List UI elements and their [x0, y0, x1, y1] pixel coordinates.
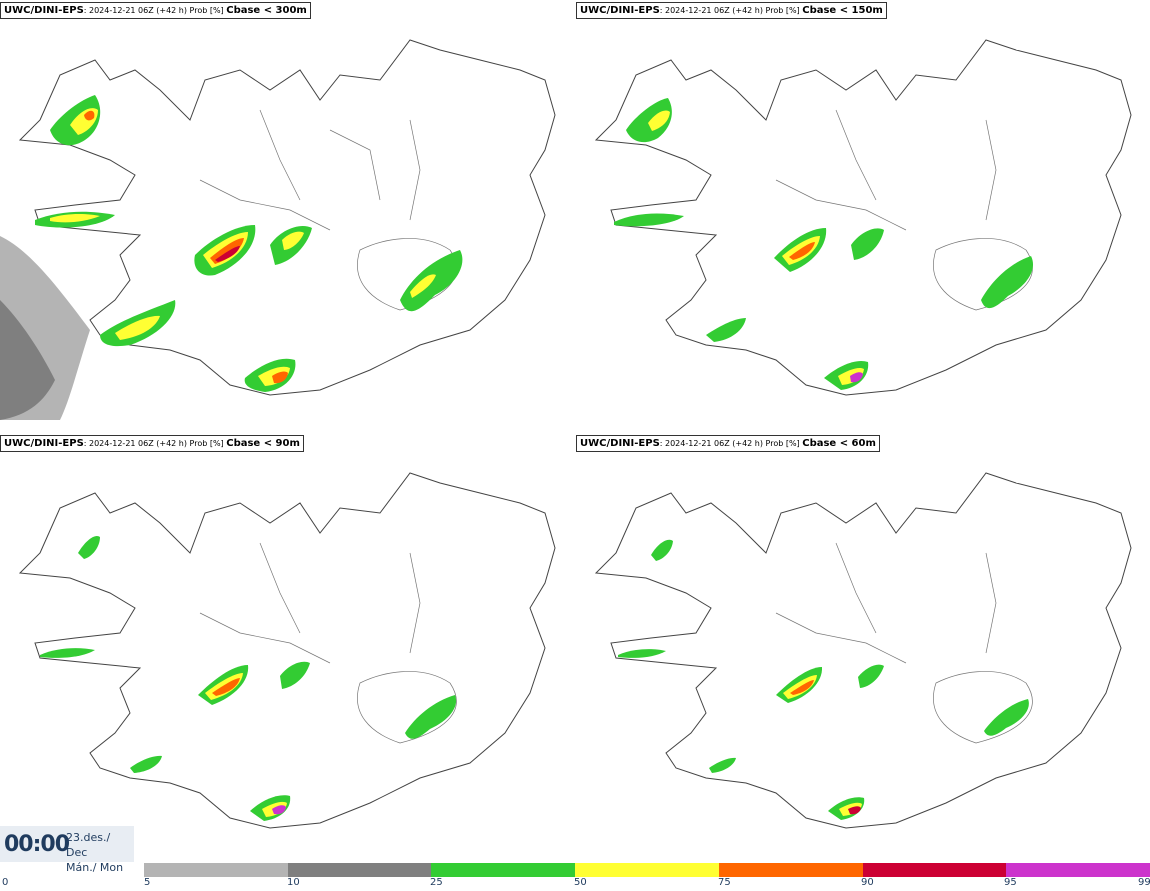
coastline [594, 472, 1132, 829]
panel-title: UWC/DINI-EPS: 2024-12-21 06Z (+42 h) Pro… [576, 435, 880, 452]
colorbar-segment [862, 863, 1007, 877]
rivers [199, 542, 457, 744]
sea-fog-patches [0, 236, 90, 420]
iceland-map [594, 472, 1132, 829]
panel-title: UWC/DINI-EPS: 2024-12-21 06Z (+42 h) Pro… [576, 2, 887, 19]
rivers [775, 542, 1033, 744]
panel-title: UWC/DINI-EPS: 2024-12-21 06Z (+42 h) Pro… [0, 2, 311, 19]
colorbar-tick-label: 10 [287, 877, 300, 888]
valid-date-line2: Mán./ Mon [66, 861, 124, 874]
map-panel-cbase-90: UWC/DINI-EPS: 2024-12-21 06Z (+42 h) Pro… [0, 433, 568, 863]
probability-fields [40, 535, 457, 821]
probability-fields [35, 95, 463, 392]
probability-fields [618, 539, 1029, 820]
valid-time: 00:00 [4, 832, 70, 857]
colorbar-segment [575, 863, 719, 877]
colorbar-tick-label: 50 [574, 877, 587, 888]
coastline [18, 472, 556, 829]
map-panel-cbase-300: UWC/DINI-EPS: 2024-12-21 06Z (+42 h) Pro… [0, 0, 568, 430]
colorbar-tick-label: 0 [2, 877, 9, 888]
colorbar [144, 863, 1150, 877]
colorbar-tick-label: 99 [1138, 877, 1150, 888]
probability-fields [614, 98, 1034, 390]
panel-title: UWC/DINI-EPS: 2024-12-21 06Z (+42 h) Pro… [0, 435, 304, 452]
colorbar-tick-label: 75 [718, 877, 731, 888]
valid-date: 23.des./ Dec Mán./ Mon [66, 830, 134, 875]
map-panel-cbase-60: UWC/DINI-EPS: 2024-12-21 06Z (+42 h) Pro… [576, 433, 1144, 863]
colorbar-tick-label: 90 [861, 877, 874, 888]
colorbar-tick-label: 5 [144, 877, 151, 888]
colorbar-tick-label: 95 [1004, 877, 1017, 888]
valid-time-box: 00:00 23.des./ Dec Mán./ Mon [0, 826, 134, 874]
colorbar-segment [431, 863, 576, 877]
iceland-map [18, 472, 556, 829]
valid-date-line1: 23.des./ Dec [66, 831, 111, 859]
rivers [199, 109, 457, 311]
colorbar-segment [144, 863, 288, 877]
iceland-map [0, 39, 556, 420]
iceland-map [594, 39, 1132, 396]
colorbar-segment [1006, 863, 1150, 877]
colorbar-segment [718, 863, 863, 877]
colorbar-tick-label: 25 [430, 877, 443, 888]
map-panel-cbase-150: UWC/DINI-EPS: 2024-12-21 06Z (+42 h) Pro… [576, 0, 1144, 430]
colorbar-segment [287, 863, 432, 877]
rivers [775, 109, 1033, 311]
